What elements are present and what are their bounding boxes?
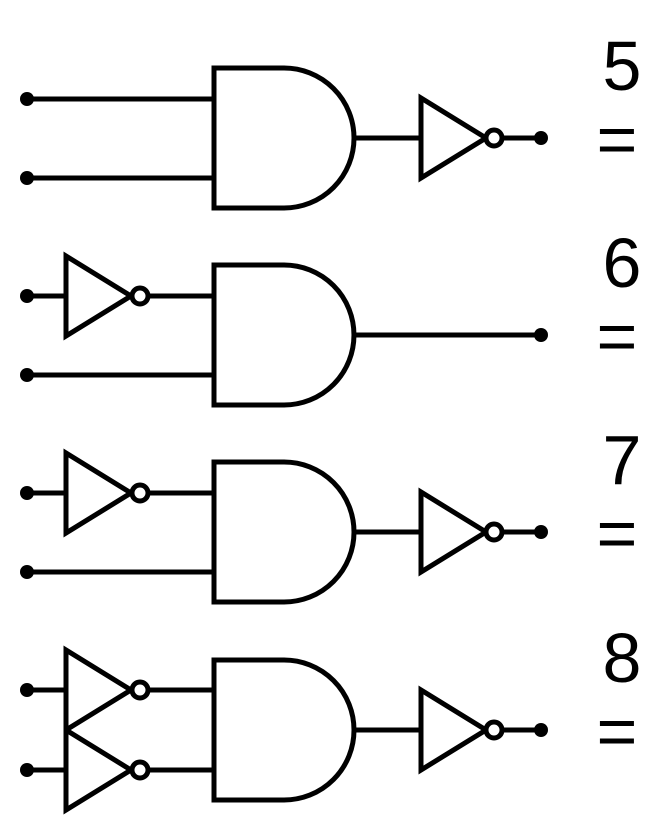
inversion-bubble bbox=[129, 759, 151, 781]
and-gate bbox=[211, 262, 357, 408]
equals-sign: = bbox=[597, 692, 638, 770]
equals-sign: = bbox=[597, 100, 638, 178]
output-terminal bbox=[534, 723, 548, 737]
row-number-label: 7 bbox=[603, 421, 642, 499]
circuit-row-5: 5 = bbox=[20, 27, 642, 211]
equals-sign: = bbox=[597, 494, 638, 572]
circuit-row-8: 8 = bbox=[20, 619, 642, 815]
inversion-bubble bbox=[483, 127, 505, 149]
not-gate bbox=[418, 487, 491, 577]
and-gate bbox=[211, 459, 357, 605]
equals-sign: = bbox=[597, 297, 638, 375]
inversion-bubble bbox=[483, 521, 505, 543]
output-terminal bbox=[534, 328, 548, 342]
not-gate bbox=[63, 725, 136, 815]
row-number-label: 8 bbox=[603, 619, 642, 697]
circuit-row-7: 7 = bbox=[20, 421, 642, 605]
inversion-bubble bbox=[129, 482, 151, 504]
not-gate bbox=[418, 685, 491, 775]
not-gate bbox=[418, 93, 491, 183]
output-terminal bbox=[534, 525, 548, 539]
row-number-label: 5 bbox=[603, 27, 642, 105]
inversion-bubble bbox=[129, 285, 151, 307]
not-gate bbox=[63, 645, 136, 735]
and-gate bbox=[211, 657, 357, 803]
inversion-bubble bbox=[483, 719, 505, 741]
inversion-bubble bbox=[129, 679, 151, 701]
and-gate bbox=[211, 65, 357, 211]
output-terminal bbox=[534, 131, 548, 145]
circuit-row-6: 6 = bbox=[20, 224, 642, 408]
not-gate bbox=[63, 448, 136, 538]
row-number-label: 6 bbox=[603, 224, 642, 302]
not-gate bbox=[63, 251, 136, 341]
